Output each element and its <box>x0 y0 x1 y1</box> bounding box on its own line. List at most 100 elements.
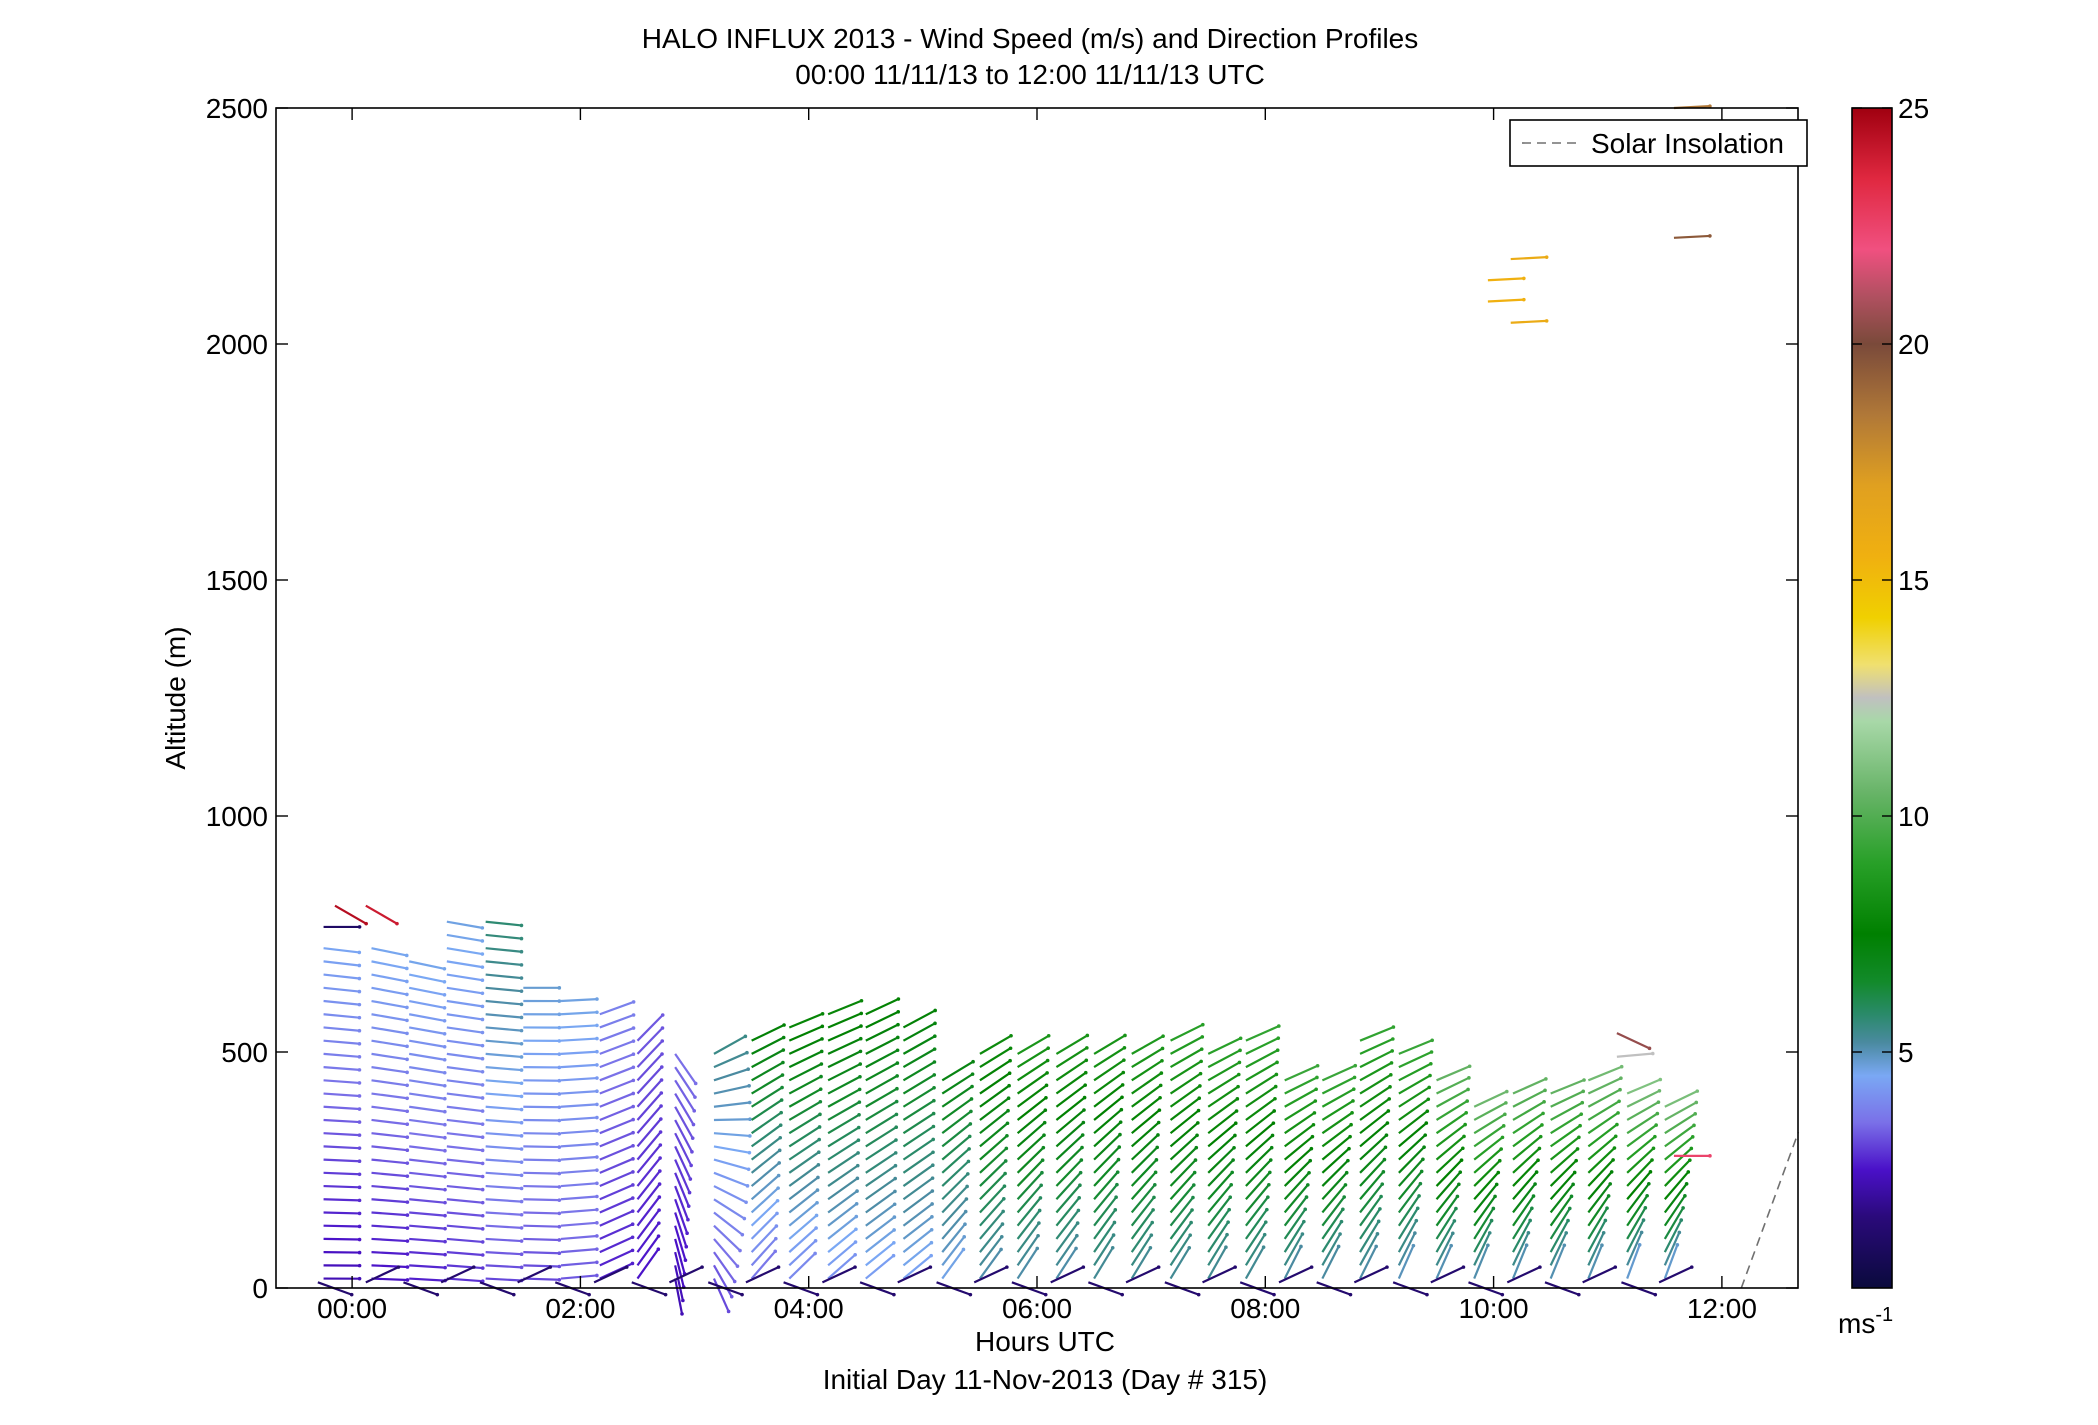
wind-arrow-c32-l11-head <box>1579 1112 1584 1116</box>
wind-arrow-c1-l22 <box>371 986 409 997</box>
wind-arrow-c15-l19 <box>902 1008 937 1029</box>
wind-arrow-c33-l8-head <box>1612 1146 1617 1150</box>
wind-arrow-c18-l1 <box>1016 1233 1040 1266</box>
wind-arrow-ground-21-shaft <box>1125 1266 1160 1284</box>
wind-arrow-c18-l16-shaft <box>1017 1047 1049 1069</box>
wind-arrow-c7-l2 <box>599 1235 635 1254</box>
wind-arrow-c27-l15-head <box>1389 1061 1394 1065</box>
wind-arrow-c30-l7 <box>1473 1158 1502 1187</box>
wind-arrow-c26-l11-head <box>1350 1111 1354 1115</box>
wind-arrow-c0-l9-shaft <box>323 1158 360 1163</box>
wind-arrow-c13-l12-head <box>857 1100 862 1104</box>
wind-arrow-c15-l11 <box>902 1111 936 1135</box>
wind-arrow-ground-30-head <box>1500 1292 1505 1297</box>
wind-arrow-c22-l16 <box>1170 1047 1204 1069</box>
wind-arrow-c1-l18 <box>371 1039 409 1049</box>
wind-arrow-c4-l20-shaft <box>485 1013 522 1019</box>
wind-arrow-c30-l10 <box>1473 1124 1506 1148</box>
wind-arrow-c22-l13-shaft <box>1169 1085 1201 1108</box>
wind-arrow-c34-l12-head <box>1656 1100 1661 1104</box>
wind-arrow-c4-l25-head <box>519 949 524 954</box>
wind-arrow-c8-l10-head <box>659 1117 663 1121</box>
wind-arrow-c4-l2-head <box>519 1252 524 1256</box>
wind-arrow-c19-l5 <box>1055 1183 1082 1214</box>
wind-arrow-c0-l6-head <box>357 1198 362 1203</box>
wind-arrow-c25-l13-head <box>1314 1087 1318 1092</box>
wind-arrow-c3-l3-head <box>480 1240 485 1244</box>
wind-arrow-c3-l19-shaft <box>446 1026 483 1034</box>
wind-arrow-c2-l15 <box>409 1079 447 1088</box>
wind-arrow-c27-l15 <box>1359 1061 1394 1082</box>
wind-arrow-c8-l5-shaft <box>636 1183 661 1214</box>
wind-arrow-c2-l9-shaft <box>409 1158 446 1165</box>
wind-arrow-c8-l7 <box>636 1156 662 1187</box>
wind-arrow-c23-l1 <box>1207 1232 1229 1266</box>
wind-arrow-c2-l12-head <box>443 1122 447 1127</box>
wind-arrow-c24-l11-head <box>1272 1109 1277 1113</box>
wind-arrow-c0-l21 <box>323 999 362 1007</box>
wind-arrow-c17-l4 <box>979 1196 1006 1227</box>
wind-arrow-c0-l9-head <box>357 1159 362 1164</box>
wind-arrow-c0-l13-shaft <box>323 1105 360 1111</box>
wind-arrow-c0-l11-head <box>357 1133 362 1137</box>
wind-arrow-c7-l17 <box>599 1039 636 1055</box>
wind-arrow-c28-l2-shaft <box>1397 1220 1418 1253</box>
wind-arrow-c23-l9-head <box>1233 1133 1237 1138</box>
wind-arrow-c10-l1-shaft <box>713 1264 733 1298</box>
wind-arrow-c14-l18 <box>865 1022 900 1042</box>
wind-arrow-c14-l3-shaft <box>865 1216 896 1240</box>
wind-arrow-c0-l1 <box>323 1263 362 1268</box>
wind-arrow-c25-l13 <box>1284 1087 1318 1108</box>
wind-arrow-c4-l8-shaft <box>485 1171 522 1177</box>
wind-arrow-c28-l15-head <box>1429 1061 1433 1066</box>
wind-arrow-c15-l3 <box>902 1215 934 1240</box>
wind-arrow-c13-l9 <box>827 1138 861 1161</box>
wind-arrow-c23-l13-head <box>1236 1084 1240 1089</box>
wind-arrow-c33-l3 <box>1587 1206 1609 1240</box>
wind-arrow-c28-l11 <box>1398 1109 1430 1135</box>
wind-arrow-c34-l0-shaft <box>1626 1244 1641 1279</box>
wind-arrow-c9-l9 <box>674 1159 692 1195</box>
wind-arrow-c31-l2-head <box>1528 1218 1532 1223</box>
wind-arrow-c18-l10 <box>1016 1120 1047 1148</box>
wind-arrow-c1-l10-head <box>405 1148 410 1152</box>
wind-arrow-c26-l9 <box>1321 1134 1352 1161</box>
wind-arrow-c7-l15 <box>599 1065 636 1082</box>
wind-arrow-c12-l1 <box>788 1238 818 1267</box>
wind-arrow-ground-1-head <box>396 1265 401 1269</box>
wind-arrow-c8-l5 <box>636 1182 662 1214</box>
wind-arrow-c21-l13 <box>1131 1083 1163 1108</box>
wind-arrow-c2-l11 <box>409 1132 447 1140</box>
wind-arrow-c21-l14-shaft <box>1131 1072 1162 1095</box>
wind-arrow-c0-l22-head <box>357 989 362 994</box>
wind-arrow-c28-l10-shaft <box>1398 1122 1428 1148</box>
wind-arrow-c27-l1-head <box>1375 1232 1380 1236</box>
wind-arrow-c7-l6-shaft <box>599 1183 634 1201</box>
legend-solar-label: Solar Insolation <box>1591 128 1784 159</box>
wind-arrow-c7-l10 <box>599 1130 635 1148</box>
wind-arrow-c27-l16-head <box>1390 1049 1395 1053</box>
wind-arrow-c26-l10-head <box>1349 1122 1353 1127</box>
wind-arrow-c1-l14-shaft <box>371 1092 408 1100</box>
wind-arrow-c14-l11-head <box>894 1112 899 1117</box>
wind-arrow-c7-l5-shaft <box>599 1197 634 1214</box>
wind-arrow-c28-l12-head <box>1426 1097 1431 1102</box>
wind-arrow-c23-l10 <box>1207 1121 1238 1148</box>
wind-arrow-c0-l3-shaft <box>323 1237 360 1241</box>
wind-arrow-c35-l2-shaft <box>1663 1219 1683 1253</box>
wind-arrow-c22-l7 <box>1169 1158 1198 1187</box>
wind-arrow-c16-l6-head <box>966 1172 970 1176</box>
wind-arrow-c19-l15-shaft <box>1055 1059 1087 1082</box>
wind-arrow-c16-l12-head <box>969 1097 974 1101</box>
wind-arrow-c35-l7-shaft <box>1664 1159 1691 1187</box>
wind-arrow-c23-l12-head <box>1235 1097 1240 1101</box>
wind-arrow-c1-l23 <box>371 973 409 984</box>
wind-arrow-c21-l11 <box>1131 1108 1162 1135</box>
wind-arrow-c1-l5 <box>371 1211 410 1217</box>
wind-arrow-c10-l7-head <box>744 1200 748 1205</box>
wind-arrow-c12-l17-shaft <box>788 1037 823 1055</box>
wind-arrow-c9-l4-shaft <box>674 1225 687 1261</box>
wind-arrow-c1-l9 <box>371 1158 410 1165</box>
wind-arrow-c2-l15-head <box>442 1083 447 1088</box>
wind-arrow-c17-l17 <box>979 1033 1013 1055</box>
